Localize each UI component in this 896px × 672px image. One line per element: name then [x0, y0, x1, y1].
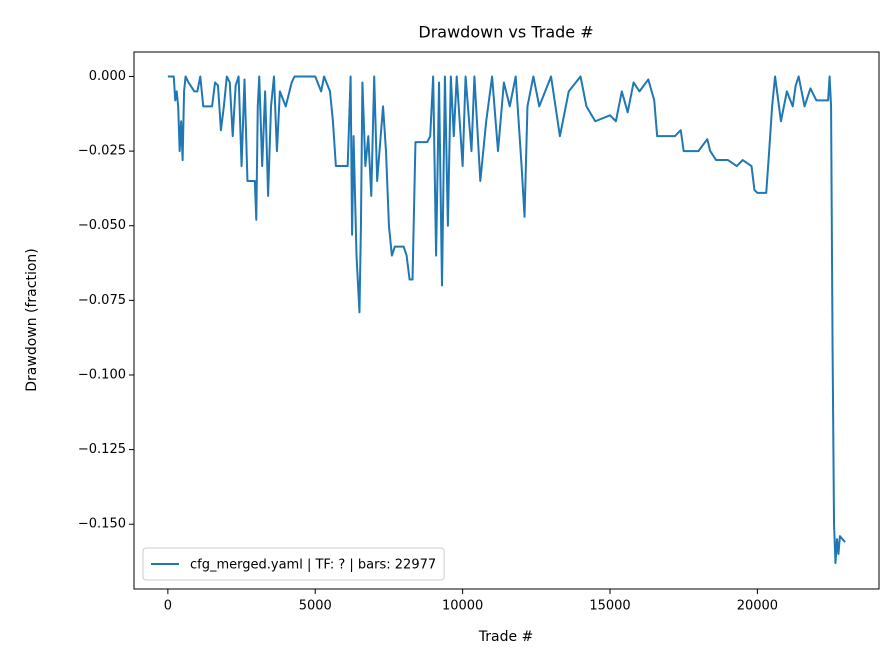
y-tick-label: −0.075 [78, 293, 126, 308]
y-tick-label: −0.100 [78, 367, 126, 382]
y-tick-label: 0.000 [89, 69, 126, 84]
y-tick-label: −0.150 [78, 517, 126, 532]
x-tick-label: 15000 [589, 599, 630, 614]
x-axis-label: Trade # [478, 629, 534, 645]
x-tick-label: 10000 [442, 599, 483, 614]
x-tick-label: 5000 [299, 599, 332, 614]
chart-title: Drawdown vs Trade # [418, 23, 593, 42]
legend-box [142, 547, 445, 581]
series-line [167, 75, 846, 565]
x-tick-label: 0 [164, 599, 172, 614]
y-tick-label: −0.050 [78, 218, 126, 233]
y-tick-label: −0.125 [78, 442, 126, 457]
legend-label: cfg_merged.yaml | TF: ? | bars: 22977 [190, 558, 436, 573]
y-axis-label: Drawdown (fraction) [24, 248, 40, 392]
y-tick-label: −0.025 [78, 144, 126, 159]
x-tick-label: 20000 [737, 599, 778, 614]
axes-frame [133, 51, 880, 590]
